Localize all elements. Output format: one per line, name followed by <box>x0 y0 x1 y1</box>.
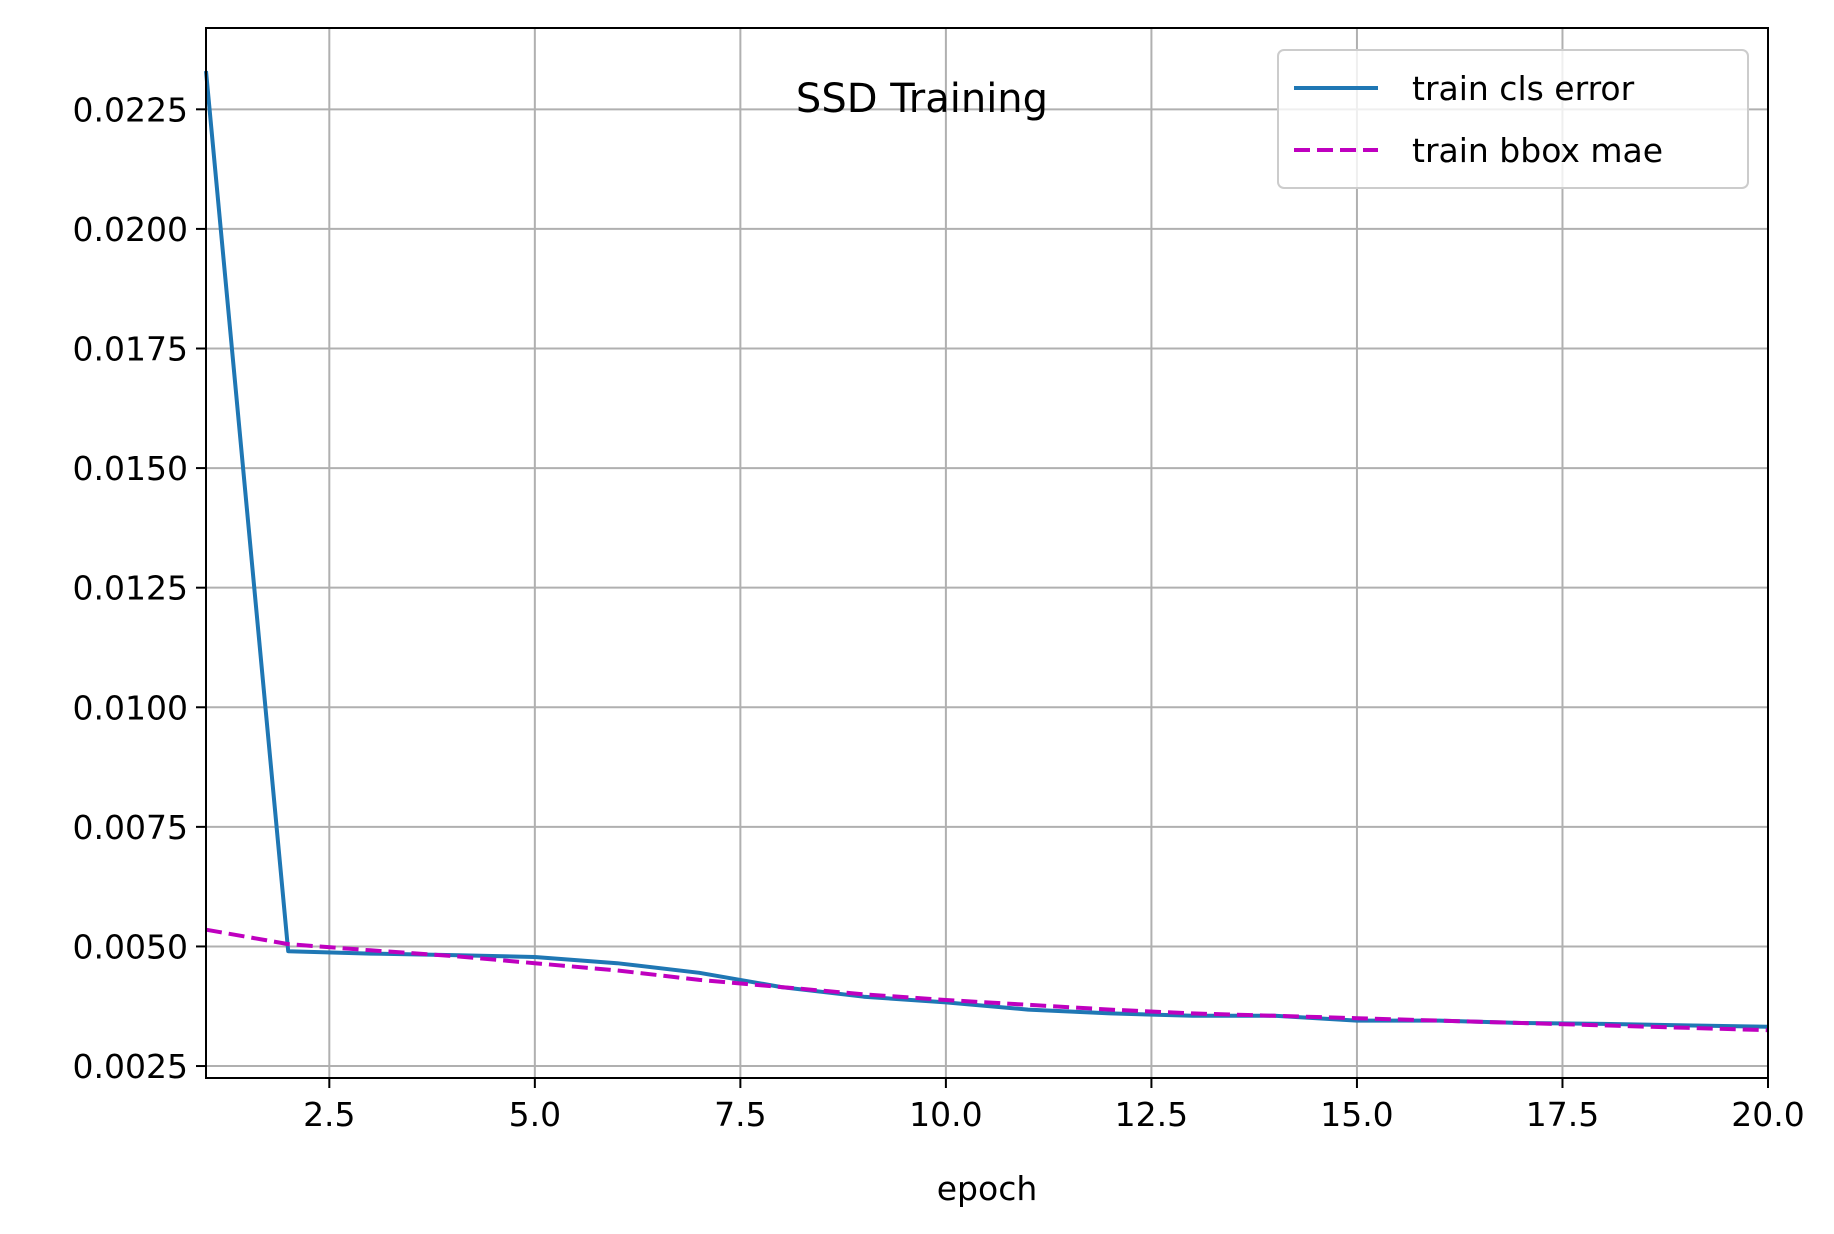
legend-box <box>1277 49 1749 189</box>
y-tick-label: 0.0025 <box>73 1047 188 1086</box>
y-tick-label: 0.0175 <box>73 330 188 369</box>
legend-label-0: train cls error <box>1412 69 1635 108</box>
series-layer <box>204 70 1769 1033</box>
legend: train cls error train bbox mae <box>1277 49 1749 189</box>
y-tick-label: 0.0075 <box>73 808 188 847</box>
plot-background <box>206 28 1768 1078</box>
plot-frame <box>205 27 1769 1079</box>
chart-title: SSD Training <box>796 76 1048 122</box>
y-tick-label: 0.0150 <box>73 449 188 488</box>
x-tick-label: 7.5 <box>714 1095 766 1134</box>
series-line-1 <box>205 927 1769 1033</box>
x-axis: 2.5 5.0 7.5 10.0 12.5 15.0 17.5 20.0 <box>303 1078 1805 1134</box>
x-axis-label: epoch <box>937 1169 1038 1208</box>
x-tick-label: 5.0 <box>509 1095 561 1134</box>
x-tick-label: 2.5 <box>303 1095 355 1134</box>
y-axis: 0.0025 0.0050 0.0075 0.0100 0.0125 0.0150 0.01… <box>73 90 206 1086</box>
x-tick-label: 20.0 <box>1731 1095 1804 1134</box>
y-tick-label: 0.0200 <box>73 210 188 249</box>
y-tick-label: 0.0050 <box>73 927 188 966</box>
y-tick-label: 0.0225 <box>73 90 188 129</box>
x-tick-label: 17.5 <box>1526 1095 1599 1134</box>
legend-label-1: train bbox mae <box>1412 131 1663 170</box>
x-tick-label: 12.5 <box>1115 1095 1188 1134</box>
x-tick-label: 15.0 <box>1320 1095 1393 1134</box>
x-tick-label: 10.0 <box>909 1095 982 1134</box>
y-tick-label: 0.0125 <box>73 569 188 608</box>
y-tick-label: 0.0100 <box>73 688 188 727</box>
